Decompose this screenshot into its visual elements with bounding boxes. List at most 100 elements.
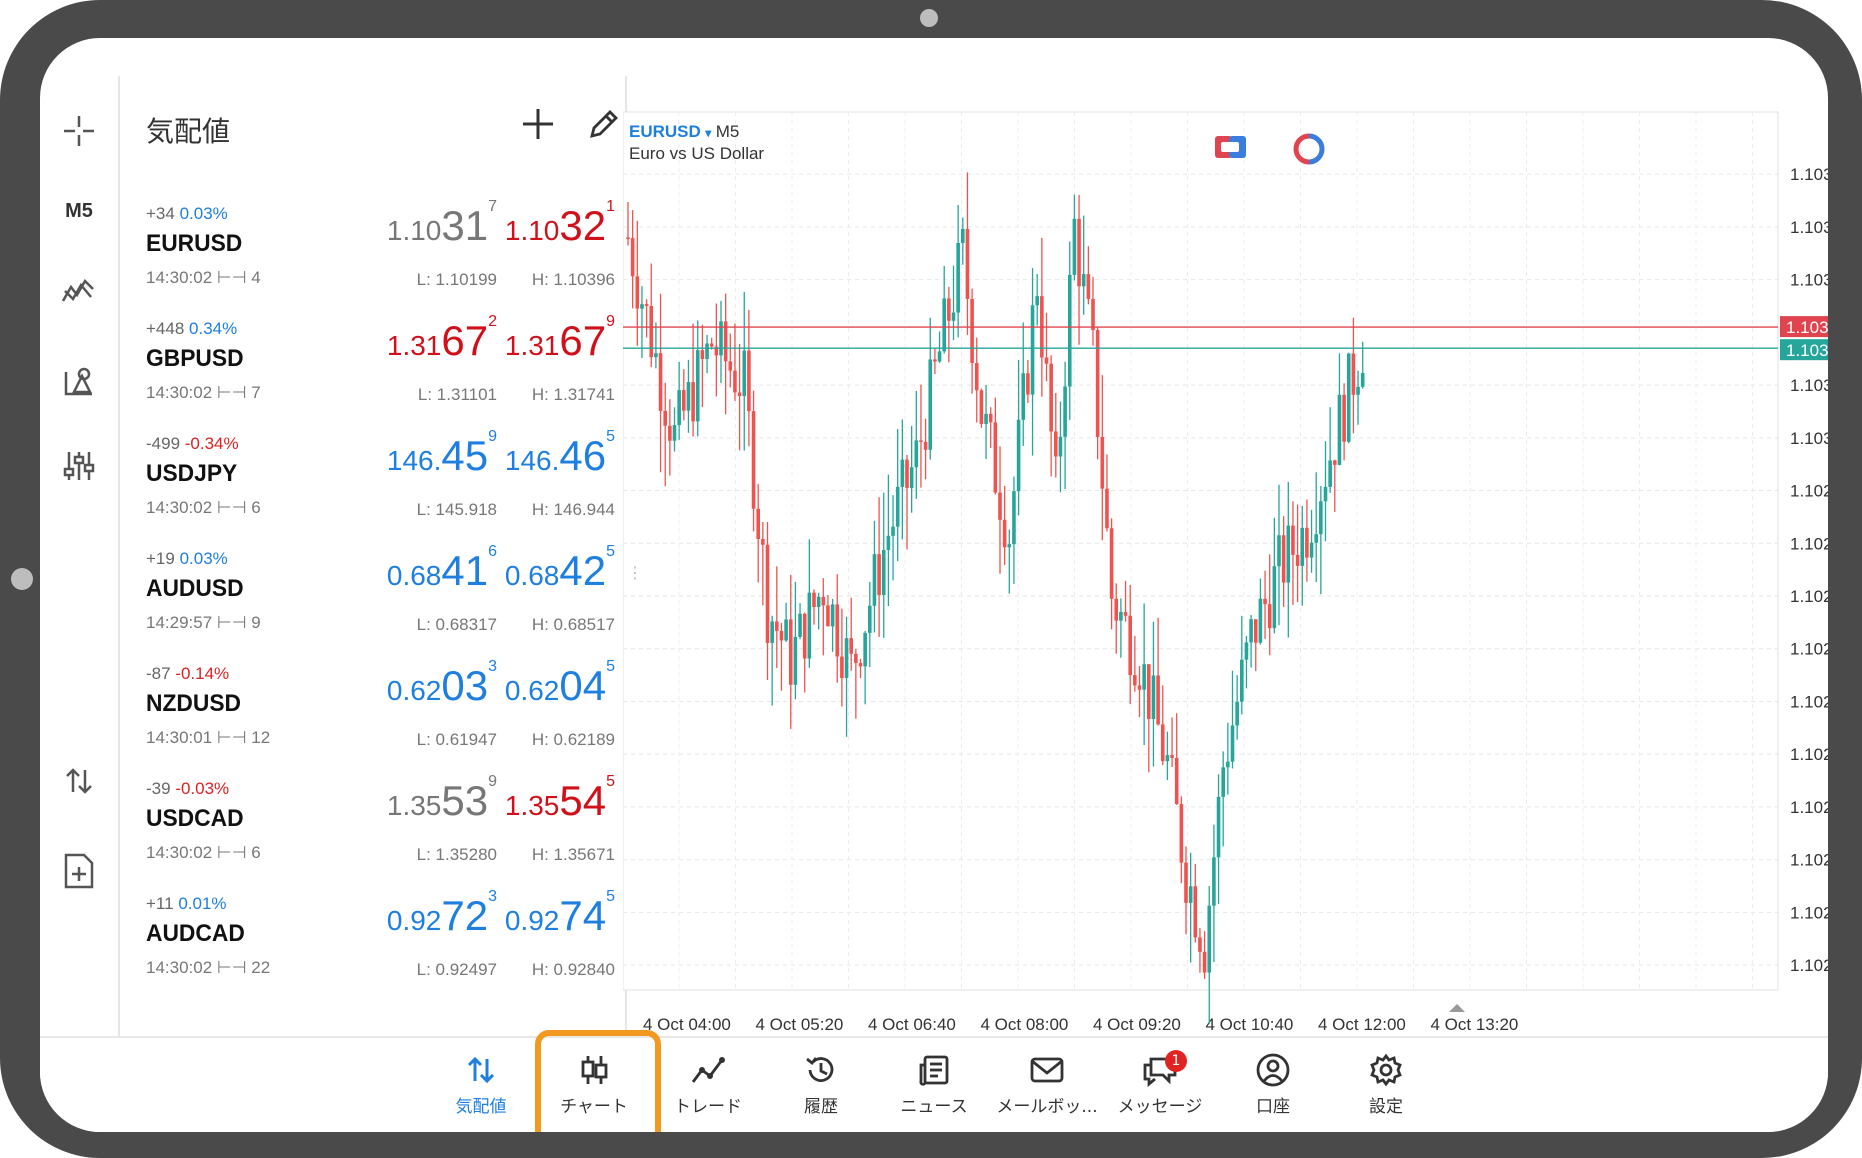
change-points: +448 xyxy=(146,319,185,338)
sort-arrows-icon[interactable] xyxy=(40,756,118,806)
candle-body xyxy=(1235,701,1239,726)
x-tick-label: 4 Oct 06:40 xyxy=(868,1015,956,1034)
candle-body xyxy=(1179,804,1184,863)
candle-body xyxy=(1142,664,1146,690)
change-info: +19 0.03% xyxy=(146,549,228,569)
symbol-row[interactable]: +11 0.01% AUDCAD 14:30:02 ⊢⊣ 22 0.92723 0.92… xyxy=(120,882,625,997)
symbol-row[interactable]: -39 -0.03% USDCAD 14:30:02 ⊢⊣ 6 1.35539 1.35… xyxy=(120,767,625,882)
candle-body xyxy=(1151,675,1156,719)
one-click-trading-icon[interactable] xyxy=(1215,136,1246,158)
candle-body xyxy=(1244,642,1249,660)
candle-body xyxy=(830,604,835,627)
crosshair-icon[interactable] xyxy=(40,106,118,156)
candle-body xyxy=(765,544,770,643)
x-tick-label: 4 Oct 12:00 xyxy=(1318,1015,1406,1034)
candle-body xyxy=(1281,535,1286,583)
candle-body xyxy=(1333,460,1337,465)
candle-body xyxy=(844,638,849,678)
new-order-icon[interactable] xyxy=(40,841,118,901)
bid-price: 0.62033 xyxy=(387,658,497,710)
chart-symbol[interactable]: EURUSD xyxy=(629,122,701,141)
edit-pencil-icon[interactable] xyxy=(586,106,622,146)
nav-mailbox[interactable]: メールボッ... xyxy=(992,1048,1102,1117)
symbol-dropdown-icon[interactable]: ▾ xyxy=(705,126,712,140)
symbol-row[interactable]: -499 -0.34% USDJPY 14:30:02 ⊢⊣ 6 146.459 146… xyxy=(120,422,625,537)
candle-body xyxy=(663,410,667,426)
candle-body xyxy=(951,312,956,321)
ask-price-sup: 5 xyxy=(606,658,615,675)
candle-body xyxy=(826,605,830,627)
symbol-name: AUDCAD xyxy=(146,920,245,947)
candle-body xyxy=(988,413,993,423)
nav-quotes[interactable]: 気配値 xyxy=(426,1048,536,1117)
symbol-row[interactable]: +19 0.03% AUDUSD 14:29:57 ⊢⊣ 9 0.68416 0.684… xyxy=(120,537,625,652)
candlestick-chart[interactable]: 1.10350 1.10340 1.10330 1.10310 1.10300 1.102… xyxy=(611,76,1828,1036)
candle-body xyxy=(937,351,942,362)
indicators-icon[interactable] xyxy=(40,266,118,316)
nav-chart[interactable]: チャート xyxy=(539,1048,649,1117)
spread-value: 22 xyxy=(251,958,271,977)
candle-body xyxy=(1309,542,1314,558)
candle-body xyxy=(923,441,928,450)
bid-price-small: 0.92 xyxy=(386,905,442,936)
candle-body xyxy=(933,359,937,362)
candle-body xyxy=(798,613,802,637)
candle-body xyxy=(914,440,919,468)
bid-price-small: 1.35 xyxy=(386,790,442,821)
timeframe-button[interactable]: M5 xyxy=(40,191,118,231)
symbol-row[interactable]: +34 0.03% EURUSD 14:30:02 ⊢⊣ 4 1.10317 1.103… xyxy=(120,192,625,307)
nav-settings-label: 設定 xyxy=(1369,1097,1403,1117)
chart-area[interactable]: 1.10350 1.10340 1.10330 1.10310 1.10300 1.102… xyxy=(611,76,1828,1036)
candle-body xyxy=(1054,431,1058,457)
bid-price-sup: 9 xyxy=(488,773,497,790)
candle-body xyxy=(635,276,640,309)
candle-body xyxy=(1360,372,1365,387)
bid-price: 146.459 xyxy=(387,428,497,480)
objects-icon[interactable] xyxy=(40,356,118,406)
candle-body xyxy=(1156,675,1160,725)
candle-body xyxy=(919,440,923,442)
symbol-row[interactable]: -87 -0.14% NZDUSD 14:30:01 ⊢⊣ 12 0.62033 0.6… xyxy=(120,652,625,767)
candle-body xyxy=(1212,857,1216,906)
candle-body xyxy=(1249,619,1253,643)
candle-body xyxy=(654,353,658,358)
candle-body xyxy=(1207,905,1212,973)
nav-account[interactable]: 口座 xyxy=(1218,1048,1328,1117)
bid-price-big: 67 xyxy=(441,317,489,364)
candle-body xyxy=(1337,394,1342,465)
market-sentiment-icon[interactable] xyxy=(1293,133,1325,165)
bid-price-big: 03 xyxy=(441,662,489,709)
symbol-row[interactable]: +448 0.34% GBPUSD 14:30:02 ⊢⊣ 7 1.31672 1.31… xyxy=(120,307,625,422)
candle-body xyxy=(728,361,733,371)
candle-body xyxy=(1077,218,1081,287)
nav-messages[interactable]: メッセージ 1 xyxy=(1105,1048,1215,1117)
nav-history[interactable]: 履歴 xyxy=(766,1048,876,1117)
candle-body xyxy=(984,413,988,424)
spread-icon: ⊢⊣ xyxy=(216,498,247,517)
y-tick-label: 1.10200 xyxy=(1790,956,1828,975)
candle-body xyxy=(705,343,709,360)
ask-price-big: 04 xyxy=(559,662,607,709)
change-info: +448 0.34% xyxy=(146,319,237,339)
candle-body xyxy=(691,382,695,422)
nav-trade[interactable]: トレード xyxy=(653,1048,763,1117)
ask-price: 0.68425 xyxy=(505,543,615,595)
candle-body xyxy=(677,390,681,426)
change-percent: 0.34% xyxy=(189,319,238,338)
candle-body xyxy=(970,298,974,363)
ask-price-big: 32 xyxy=(559,202,607,249)
x-tick-label: 4 Oct 04:00 xyxy=(643,1015,731,1034)
ask-price-small: 1.35 xyxy=(504,790,560,821)
ask-price-sup: 5 xyxy=(606,543,615,560)
change-info: +11 0.01% xyxy=(146,894,227,914)
settings-sliders-icon[interactable] xyxy=(40,441,118,491)
nav-news[interactable]: ニュース xyxy=(879,1048,989,1117)
candle-body xyxy=(1095,330,1100,437)
nav-settings[interactable]: 設定 xyxy=(1331,1048,1441,1117)
bid-price: 1.10317 xyxy=(387,198,497,250)
ask-price-big: 42 xyxy=(559,547,607,594)
add-symbol-icon[interactable] xyxy=(520,106,556,146)
change-info: -39 -0.03% xyxy=(146,779,229,799)
symbol-name: USDJPY xyxy=(146,460,238,487)
